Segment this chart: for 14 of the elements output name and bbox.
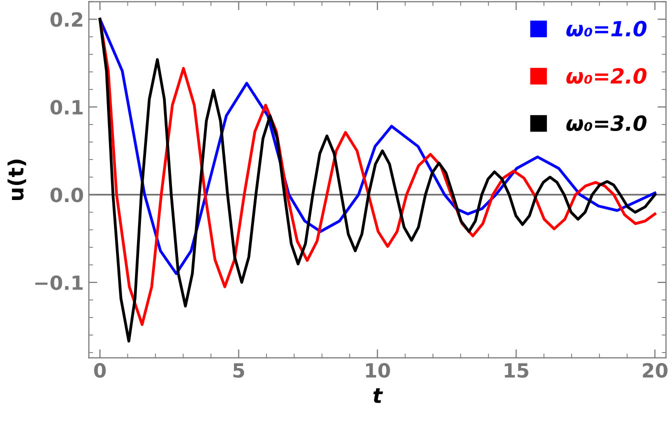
y-tick-label: 0.1 — [50, 100, 83, 115]
x-tick-label: 0 — [94, 363, 106, 378]
y-axis-title: u(t) — [8, 160, 26, 200]
legend-label: ω₀=1.0 — [566, 20, 646, 37]
y-tick-label: 0.0 — [50, 188, 84, 202]
y-tick-label: 0.2 — [50, 12, 82, 27]
legend-label: ω₀=3.0 — [566, 115, 646, 132]
x-tick-label: 15 — [504, 363, 528, 378]
legend-label: ω₀=2.0 — [566, 68, 646, 84]
x-tick-label: 5 — [233, 363, 244, 378]
x-axis-title: t — [373, 388, 384, 403]
x-tick-label: 10 — [366, 363, 390, 378]
y-tick-label: −0.1 — [35, 275, 83, 290]
x-tick-label: 20 — [642, 363, 668, 378]
